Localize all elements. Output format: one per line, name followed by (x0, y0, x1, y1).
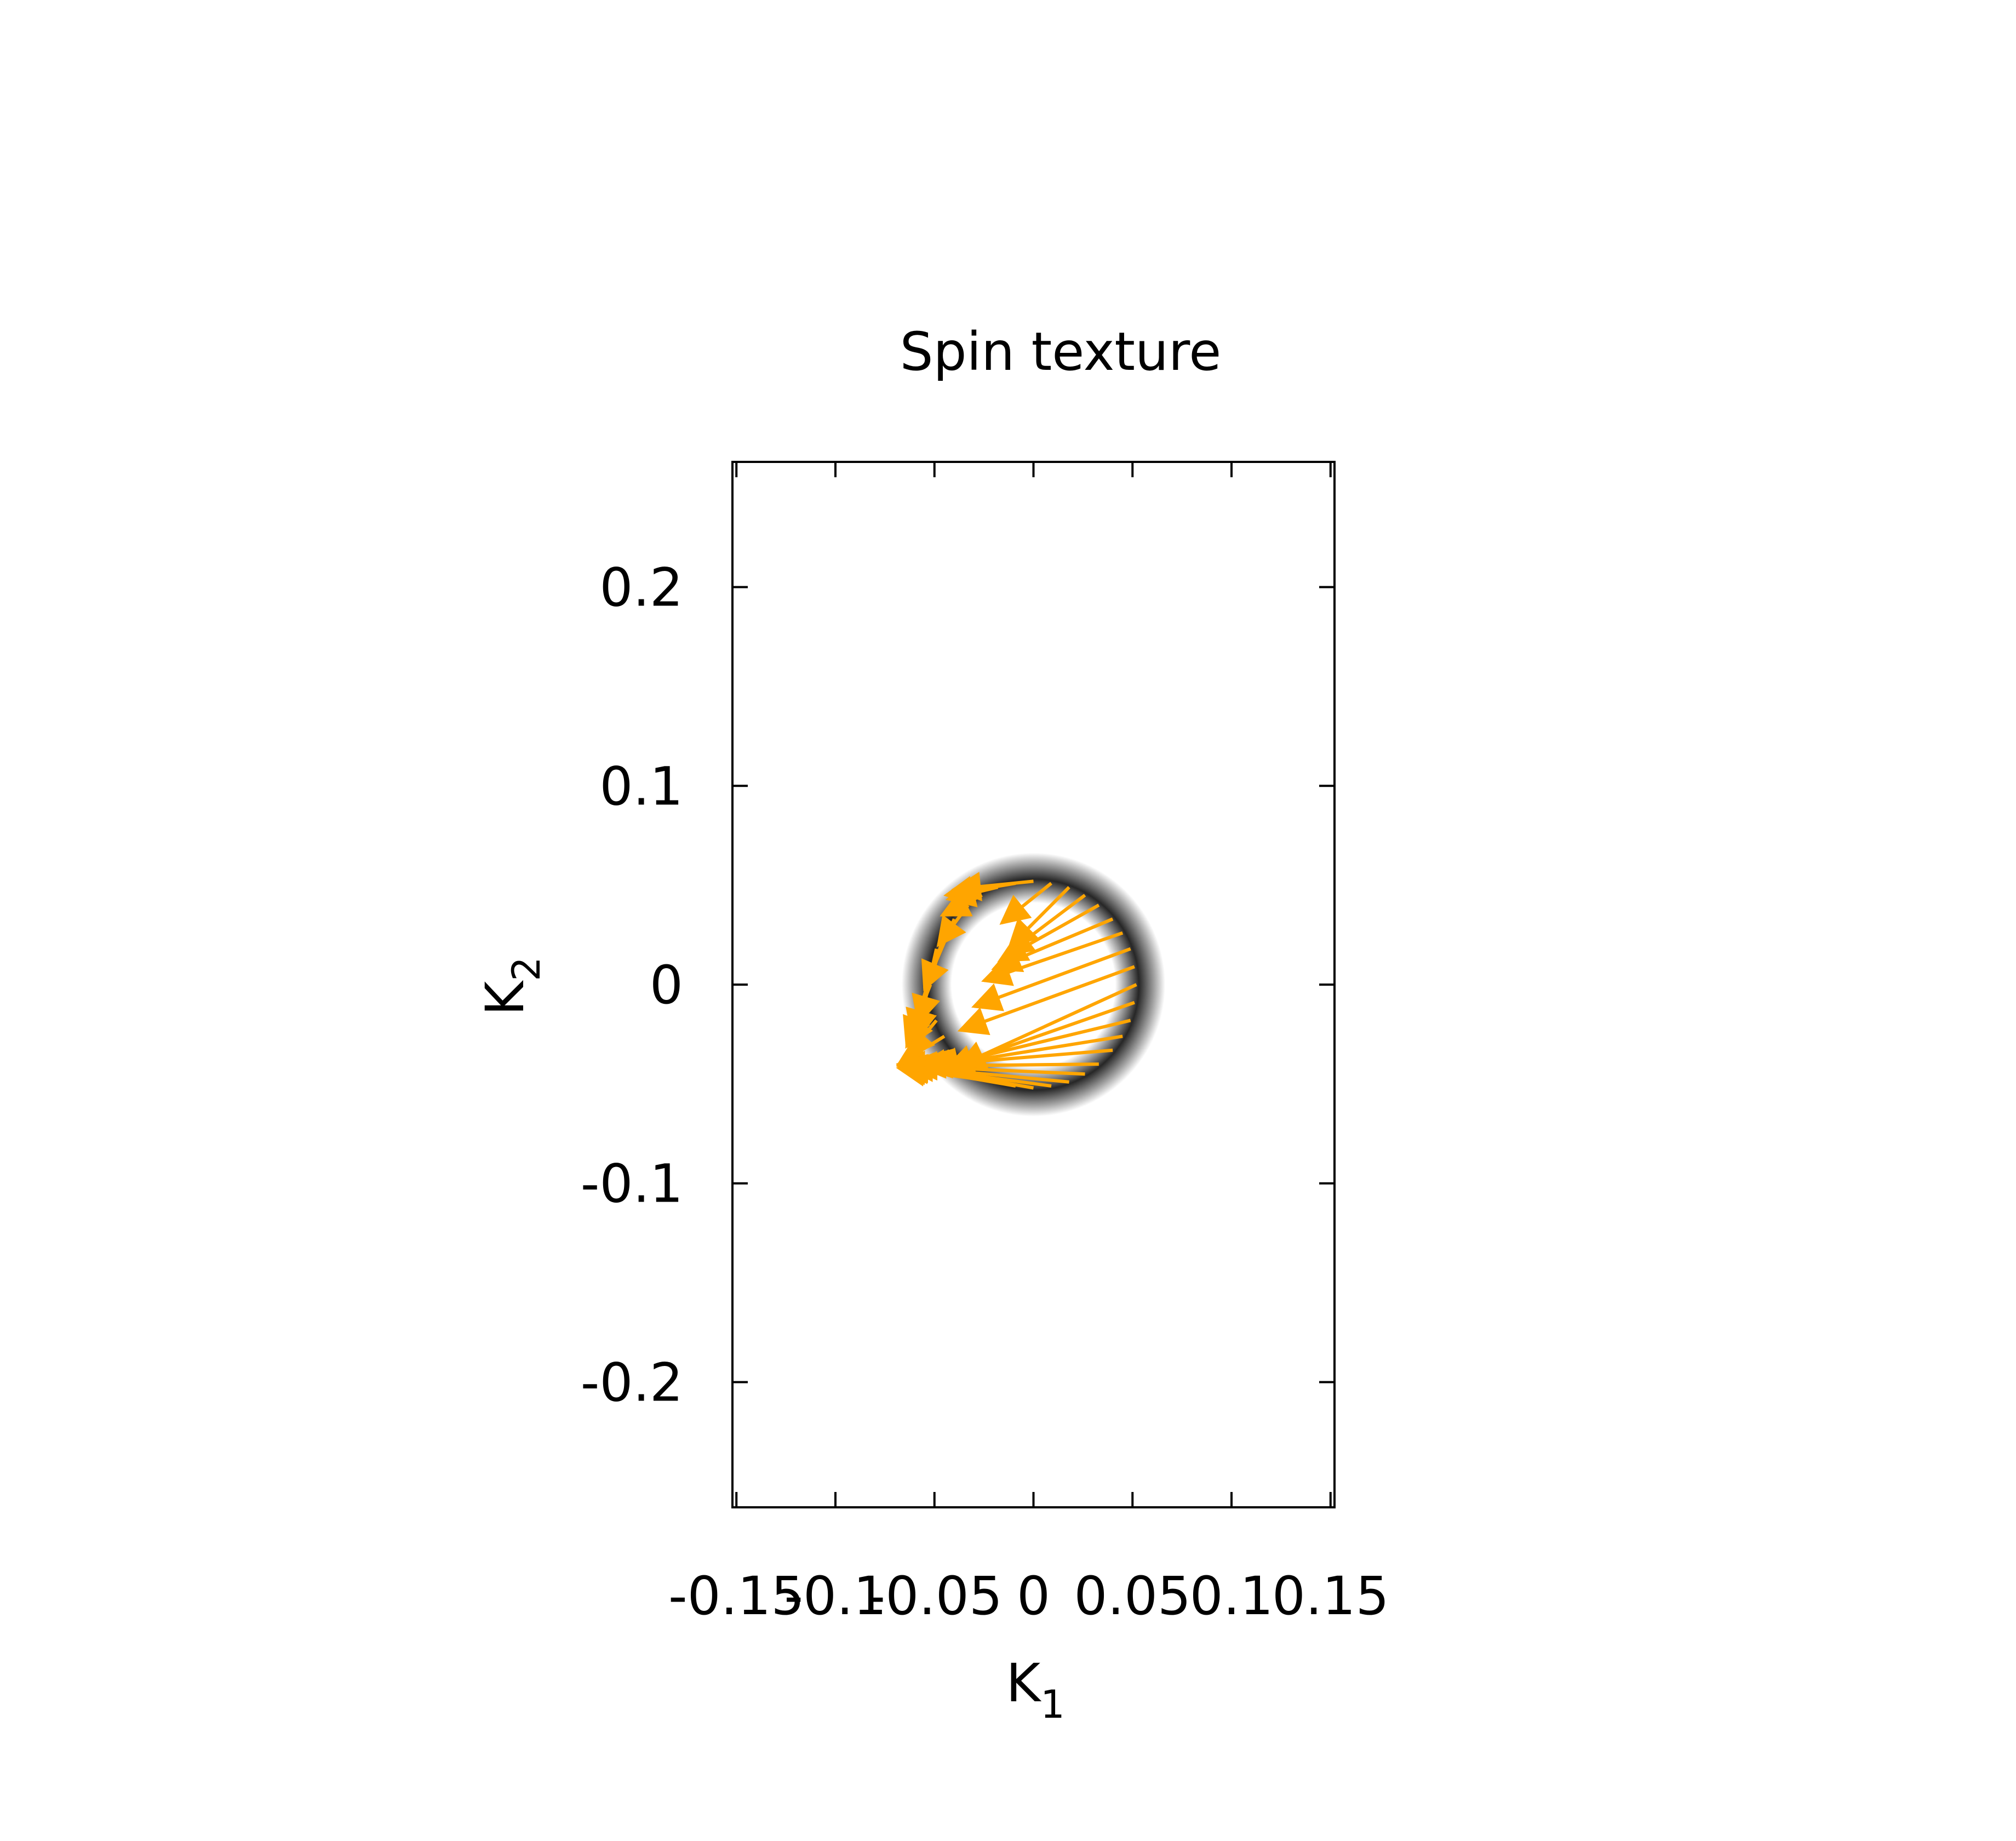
x-axis-label-main: K (1006, 1653, 1041, 1714)
x-tick-label: -0.15 (668, 1565, 804, 1627)
y-tick-labels: 0.2 0.1 0 -0.1 -0.2 (581, 557, 683, 1414)
y-tick-label: -0.1 (581, 1153, 683, 1215)
spin-arrows-series (896, 872, 1137, 1090)
chart-title: Spin texture (900, 321, 1222, 382)
y-tick-label: 0.2 (599, 557, 683, 619)
spin-arrow (940, 890, 983, 917)
spin-arrow (957, 965, 1135, 1036)
x-tick-label: 0.05 (1074, 1565, 1191, 1627)
spin-arrow (999, 882, 1052, 925)
x-tick-label: 0 (1017, 1565, 1050, 1627)
x-tick-label: 0.15 (1272, 1565, 1389, 1627)
spin-arrow (943, 1000, 1135, 1073)
plot-area (731, 461, 1336, 1508)
y-axis-label: K2 (474, 957, 549, 1016)
x-tick-label: 0.1 (1190, 1565, 1274, 1627)
spin-arrow (971, 947, 1131, 1011)
y-axis-label-subscript: 2 (504, 957, 549, 981)
x-tick-labels: -0.15-0.1-0.05 0 0.050.10.15 (668, 1565, 1389, 1627)
x-tick-label: -0.1 (784, 1565, 886, 1627)
spin-arrow (1007, 886, 1070, 949)
y-tick-label: 0 (650, 954, 683, 1016)
x-tick-label: -0.05 (867, 1565, 1003, 1627)
y-axis-label-main: K (474, 980, 536, 1016)
spin-arrow (981, 931, 1124, 986)
x-axis-label-subscript: 1 (1040, 1682, 1065, 1727)
y-tick-label: -0.2 (581, 1352, 683, 1413)
y-tick-label: 0.1 (599, 756, 683, 817)
x-axis-label: K1 (1006, 1653, 1065, 1727)
